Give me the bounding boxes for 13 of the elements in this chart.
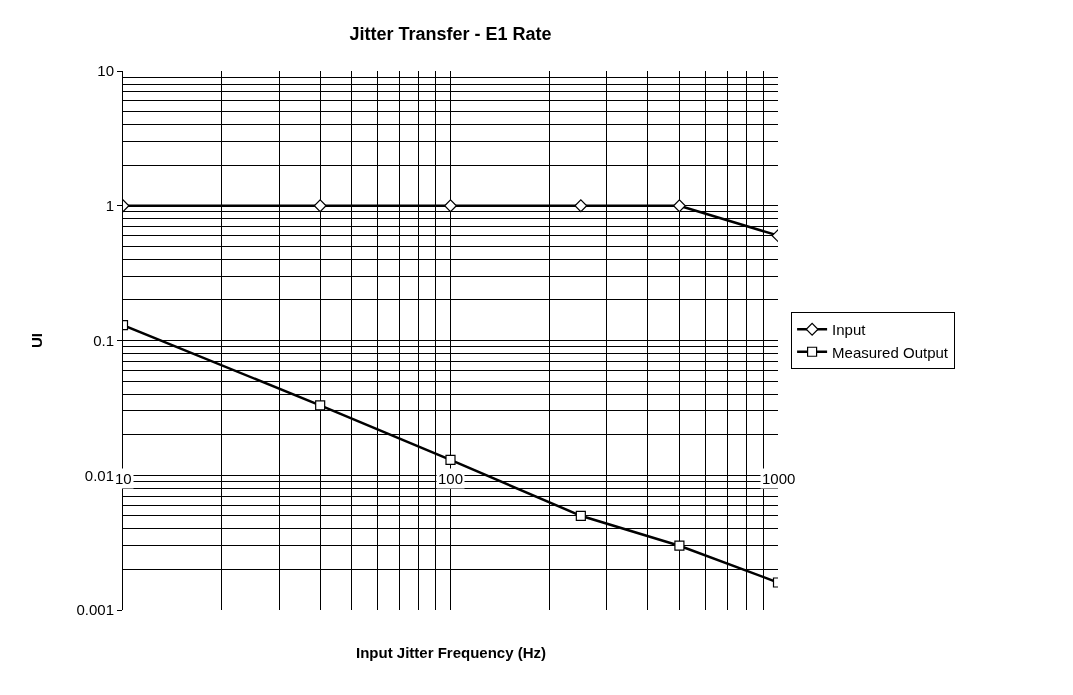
y-tick-label: 0.01 [84,466,114,484]
x-tick-label: 1000 [762,470,796,487]
x-tick-label: 10 [115,470,132,487]
legend-label: Measured Output [832,343,949,361]
x-tick-label: 100 [438,470,464,487]
x-axis-title: Input Jitter Frequency (Hz) [356,644,547,661]
chart-title: Jitter Transfer - E1 Rate [349,24,552,45]
y-axis-title: UI [27,333,45,348]
legend-label: Input [832,321,867,339]
y-tick-label: 0.001 [76,601,114,619]
y-tick-label: 10 [97,62,114,80]
y-tick-label: 1 [105,197,114,214]
y-tick-label: 0.1 [93,331,114,349]
